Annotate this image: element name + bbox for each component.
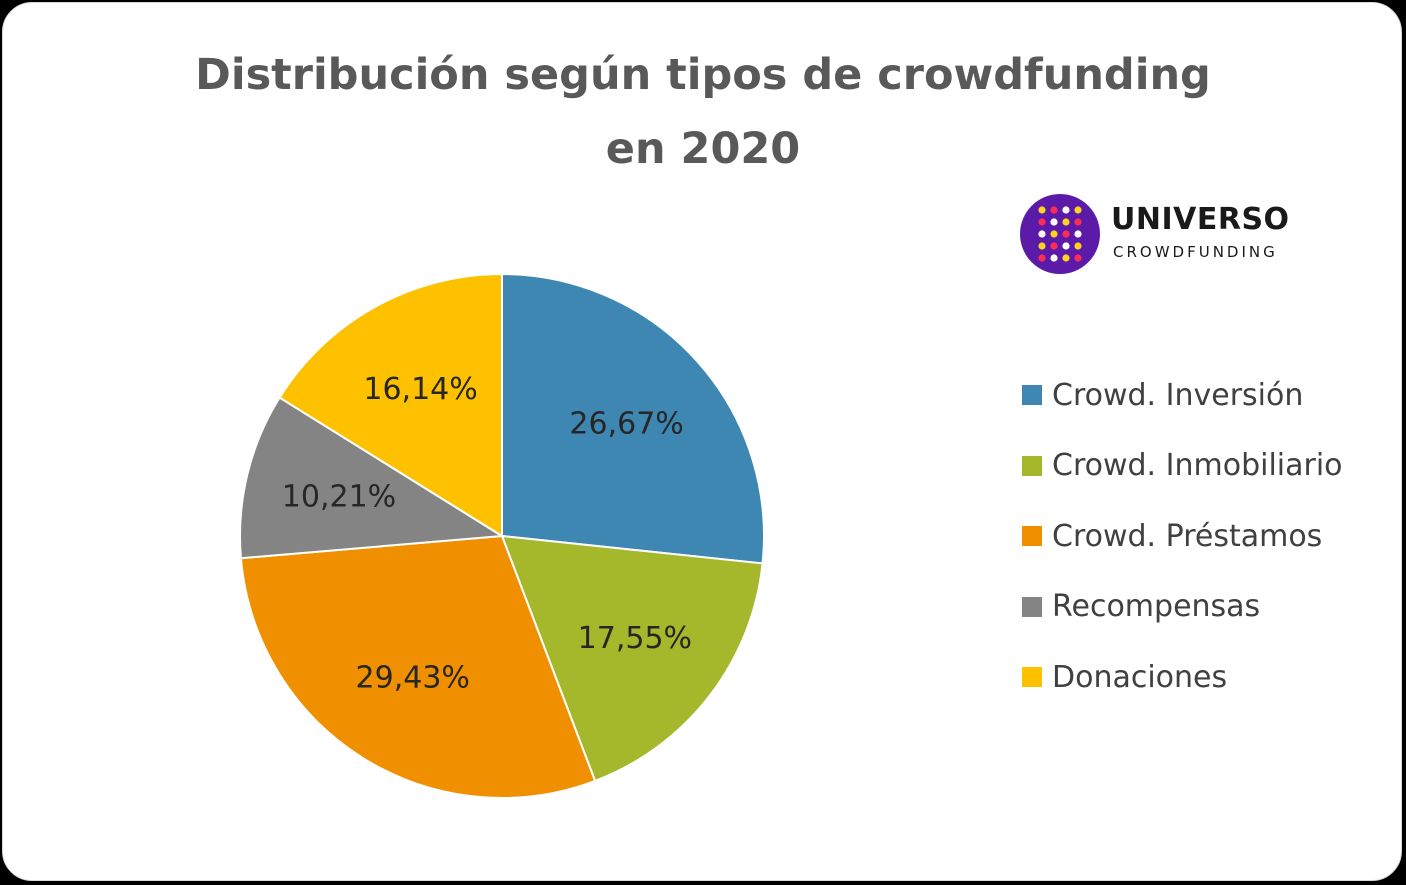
chart-title: Distribución según tipos de crowdfunding… — [0, 38, 1406, 186]
chart-legend: Crowd. Inversión Crowd. Inmobiliario Crowd… — [1022, 360, 1392, 713]
pie-data-label-0: 26,67% — [569, 406, 683, 441]
logo-dot — [1062, 230, 1070, 238]
logo-dot — [1074, 254, 1082, 262]
logo-dot — [1074, 242, 1082, 250]
logo-dot — [1038, 218, 1046, 226]
logo-dot — [1050, 230, 1058, 238]
pie-data-label-1: 17,55% — [578, 621, 692, 656]
logo-dot — [1074, 218, 1082, 226]
pie-data-label-2: 29,43% — [356, 660, 470, 695]
logo-dot — [1038, 206, 1046, 214]
chart-title-line-2: en 2020 — [605, 124, 801, 174]
pie-slice-0 — [501, 272, 765, 565]
logo-dot — [1074, 230, 1082, 238]
pie-slice-3 — [239, 396, 506, 560]
pie-data-label-4: 16,14% — [363, 372, 477, 407]
logo-dot — [1062, 218, 1070, 226]
chart-title-line-1: Distribución según tipos de crowdfunding — [195, 50, 1211, 100]
pie-data-label-3: 10,21% — [282, 479, 396, 514]
logo-dot — [1050, 218, 1058, 226]
logo-dot — [1038, 254, 1046, 262]
legend-swatch-2 — [1022, 526, 1042, 547]
legend-swatch-0 — [1022, 385, 1042, 406]
legend-item-1: Crowd. Inmobiliario — [1022, 431, 1392, 502]
logo-subtitle: CROWDFUNDING — [1113, 243, 1278, 261]
logo-dot — [1050, 254, 1058, 262]
pie-data-labels: 26,67% 17,55% 29,43% 10,21% 16,14% — [282, 372, 692, 696]
logo-dot — [1050, 206, 1058, 214]
legend-label-3: Recompensas — [1052, 589, 1261, 625]
legend-swatch-1 — [1022, 455, 1042, 476]
logo-name: UNIVERSO — [1111, 202, 1290, 237]
legend-swatch-3 — [1022, 596, 1042, 617]
pie-slice-2 — [239, 534, 597, 799]
logo-dot — [1050, 242, 1058, 250]
logo-dot — [1074, 206, 1082, 214]
logo-dot — [1038, 242, 1046, 250]
legend-label-4: Donaciones — [1052, 659, 1228, 695]
legend-item-4: Donaciones — [1022, 642, 1392, 713]
legend-label-2: Crowd. Préstamos — [1052, 518, 1323, 554]
logo-dots-icon — [1020, 194, 1100, 274]
logo-dot — [1062, 242, 1070, 250]
legend-swatch-4 — [1022, 667, 1042, 688]
pie-slice-4 — [278, 272, 503, 538]
legend-label-0: Crowd. Inversión — [1052, 377, 1304, 413]
legend-item-2: Crowd. Préstamos — [1022, 501, 1392, 572]
legend-item-3: Recompensas — [1022, 572, 1392, 643]
logo-dot — [1038, 230, 1046, 238]
universo-crowdfunding-logo: UNIVERSO CROWDFUNDING — [1018, 192, 1308, 276]
legend-item-0: Crowd. Inversión — [1022, 360, 1392, 431]
logo-dot — [1062, 206, 1070, 214]
pie-slices — [239, 272, 765, 799]
pie-slice-1 — [500, 534, 764, 783]
legend-label-1: Crowd. Inmobiliario — [1052, 448, 1343, 484]
logo-dot — [1062, 254, 1070, 262]
